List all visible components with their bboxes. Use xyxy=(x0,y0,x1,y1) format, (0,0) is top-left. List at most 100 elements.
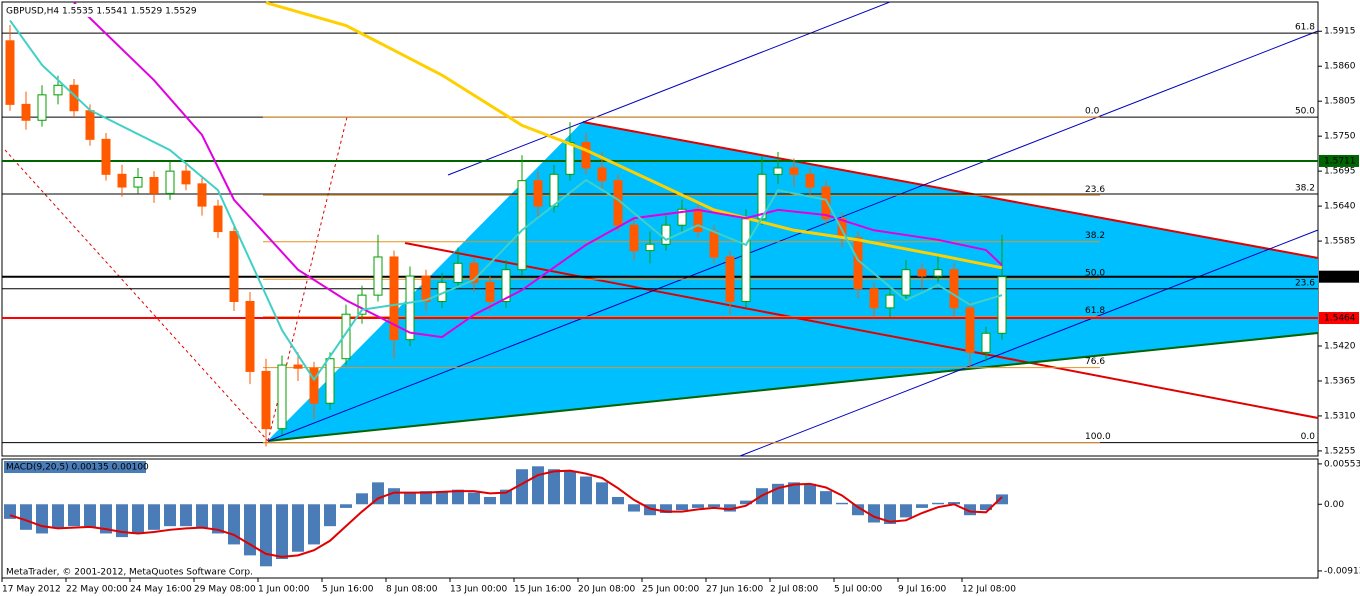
y-tick-label: 1.5310 xyxy=(1324,411,1356,421)
level-label: 50.0 xyxy=(1295,107,1315,117)
candle-body xyxy=(53,84,63,96)
moving-average xyxy=(73,1,1003,339)
candle-body xyxy=(277,364,287,430)
candle-body xyxy=(293,364,303,369)
macd-bar xyxy=(308,504,320,545)
candle-body xyxy=(773,167,783,175)
macd-bar xyxy=(916,504,928,508)
candle-body xyxy=(949,269,959,309)
candle-body xyxy=(229,231,239,302)
macd-bar xyxy=(324,504,336,527)
candle-body xyxy=(565,142,575,175)
candle-body xyxy=(85,110,95,140)
macd-title: MACD(9,20,5) 0.00135 0.00100 xyxy=(6,463,149,473)
macd-title-bg xyxy=(4,461,146,473)
candle-body xyxy=(645,243,655,252)
macd-bar xyxy=(212,504,224,534)
macd-bar xyxy=(996,494,1008,505)
y-tick-label: 1.5915 xyxy=(1324,27,1356,37)
y-tick-label: 1.5695 xyxy=(1324,167,1356,177)
macd-bar xyxy=(36,504,48,534)
y-tick-label: 1.5640 xyxy=(1324,202,1356,212)
x-tick-label: 25 Jun 00:00 xyxy=(642,585,699,595)
candle-body xyxy=(357,294,367,315)
x-tick-label: 1 Jun 00:00 xyxy=(258,585,310,595)
candle-body xyxy=(677,208,687,226)
moving-average xyxy=(9,19,1003,382)
macd-bar xyxy=(260,504,272,567)
channel-line xyxy=(267,30,1319,442)
x-tick-label: 15 Jun 16:00 xyxy=(514,585,571,595)
y-tick-label: 1.5860 xyxy=(1324,62,1356,72)
macd-bar xyxy=(948,502,960,505)
pattern-fill xyxy=(268,122,1318,441)
candle-body xyxy=(309,367,319,404)
level-label: 23.6 xyxy=(1295,278,1315,288)
macd-bar xyxy=(468,492,480,505)
candle-body xyxy=(533,180,543,207)
macd-bar xyxy=(388,488,400,505)
price-box xyxy=(1319,154,1359,167)
candle-body xyxy=(821,186,831,220)
fib-label: 100.0 xyxy=(1085,432,1111,442)
candle-body xyxy=(997,276,1007,334)
macd-bar xyxy=(292,504,304,552)
macd-bar xyxy=(20,504,32,530)
macd-bar xyxy=(148,504,160,530)
macd-bar xyxy=(68,504,80,527)
copyright: MetaTrader, © 2001-2012, MetaQuotes Soft… xyxy=(6,568,253,578)
candle-body xyxy=(933,269,943,277)
macd-bar xyxy=(484,496,496,505)
macd-bar xyxy=(660,504,672,514)
level-label: 38.2 xyxy=(1295,184,1315,194)
candle-body xyxy=(117,173,127,188)
x-tick-label: 5 Jun 16:00 xyxy=(322,585,374,595)
price-box xyxy=(1319,312,1359,325)
macd-bar xyxy=(788,482,800,505)
trend-line xyxy=(404,242,1319,419)
candle-body xyxy=(485,281,495,302)
candle-body xyxy=(101,138,111,175)
macd-bar xyxy=(164,504,176,527)
macd-bar xyxy=(612,496,624,505)
x-tick-label: 12 Jul 08:00 xyxy=(962,585,1016,595)
chart-title: GBPUSD,H4 1.5535 1.5541 1.5529 1.5529 xyxy=(6,7,197,17)
y-tick-label: -0.00913 xyxy=(1324,566,1360,576)
level-label: 0.0 xyxy=(1301,432,1316,442)
macd-bar xyxy=(964,504,976,516)
candle-body xyxy=(741,218,751,302)
moving-average xyxy=(265,1,1003,270)
macd-bar xyxy=(852,504,864,516)
y-tick-label: 1.5805 xyxy=(1324,97,1356,107)
candle-body xyxy=(261,370,271,430)
macd-bar xyxy=(724,504,736,512)
macd-bar xyxy=(372,482,384,505)
macd-bar xyxy=(548,469,560,505)
price-box-label: 1.5529 xyxy=(1324,272,1356,282)
candle-body xyxy=(181,170,191,185)
macd-bar xyxy=(564,471,576,505)
channel-line xyxy=(447,1,891,176)
main-frame xyxy=(1,1,1319,457)
candle-body xyxy=(901,269,911,296)
title-bg xyxy=(4,4,192,17)
macd-bar xyxy=(436,491,448,505)
macd-bar xyxy=(516,469,528,505)
candle-body xyxy=(549,173,559,207)
macd-bar xyxy=(932,502,944,505)
macd-bar xyxy=(628,504,640,512)
x-tick-label: 8 Jun 08:00 xyxy=(386,585,438,595)
candle-body xyxy=(149,176,159,194)
macd-bar xyxy=(596,482,608,505)
macd-bar xyxy=(180,504,192,527)
macd-bar xyxy=(644,504,656,516)
macd-bar xyxy=(532,466,544,505)
macd-bar xyxy=(132,504,144,534)
y-tick-label: 1.5420 xyxy=(1324,341,1356,351)
candle-body xyxy=(805,173,815,188)
y-tick-label: 1.5585 xyxy=(1324,237,1356,247)
level-label: 61.8 xyxy=(1295,23,1315,33)
candle-body xyxy=(789,167,799,175)
x-tick-label: 9 Jul 16:00 xyxy=(898,585,947,595)
